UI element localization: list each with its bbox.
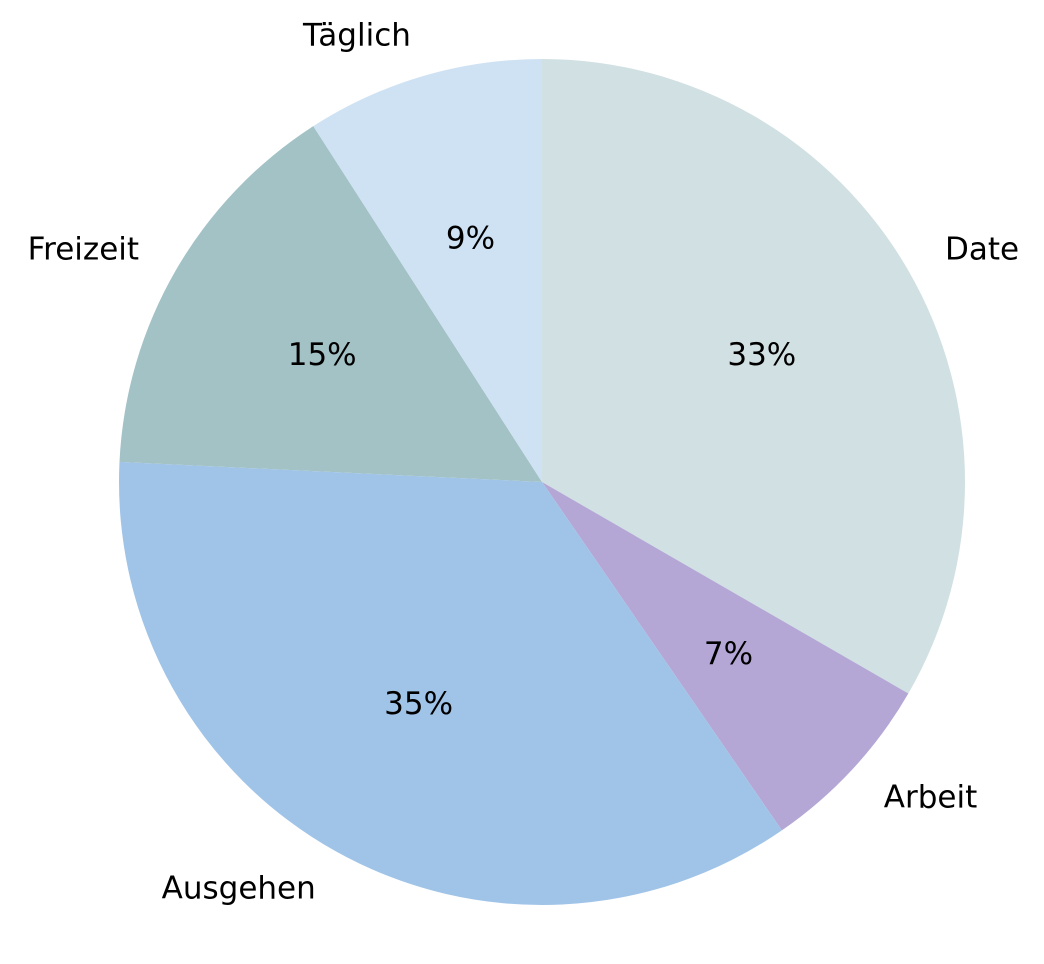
pie-slice-date	[542, 59, 965, 694]
pie-slice-t-glich	[313, 58, 542, 482]
pie-percent-label-arbeit: 7%	[704, 636, 753, 672]
pie-slice-arbeit	[542, 482, 909, 831]
pie-percent-label-ausgehen: 35%	[384, 686, 453, 722]
pie-slice-ausgehen	[119, 461, 782, 906]
pie-percent-label-t-glich: 9%	[446, 220, 495, 256]
pie-category-label-ausgehen: Ausgehen	[162, 871, 316, 907]
pie-category-label-freizeit: Freizeit	[28, 231, 139, 267]
pie-percent-label-freizeit: 15%	[288, 337, 357, 373]
pie-category-label-t-glich: Täglich	[302, 18, 411, 54]
pie-category-label-date: Date	[945, 231, 1019, 267]
pie-slice-freizeit	[119, 126, 542, 483]
labels-layer: 33% Date 7% Arbeit 35% Ausgehen 15% Freizeit 9% T…	[28, 18, 1019, 907]
pie-category-label-arbeit: Arbeit	[884, 780, 977, 816]
pie-percent-label-date: 33%	[727, 337, 796, 373]
slices-layer	[119, 58, 965, 906]
